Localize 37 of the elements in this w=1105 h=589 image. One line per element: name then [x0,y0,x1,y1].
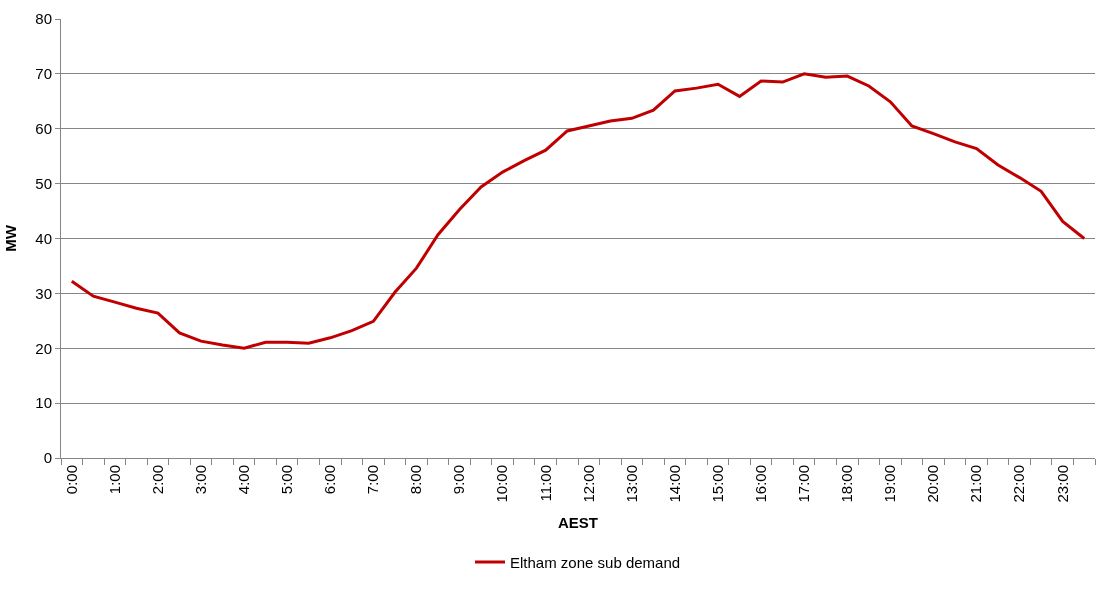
x-tick-label: 17:00 [795,465,813,503]
x-tick-label: 4:00 [234,465,252,495]
x-tick-label: 20:00 [924,465,942,503]
y-tick-label: 30 [35,284,52,302]
y-tick-label: 70 [35,65,52,83]
x-tick-label: 16:00 [751,465,769,503]
x-tick-label: 18:00 [838,465,856,503]
y-axis-title: MW [1,224,19,252]
x-tick-label: 14:00 [665,465,683,503]
x-tick-label: 0:00 [62,465,80,495]
y-tick-label: 80 [35,10,52,28]
x-tick-label: 13:00 [622,465,640,503]
x-tick-label: 6:00 [321,465,339,495]
x-tick-label: 8:00 [407,465,425,495]
x-tick-label: 10:00 [493,465,511,503]
y-tick-label: 20 [35,339,52,357]
x-tick-label: 19:00 [881,465,899,503]
x-tick-label: 22:00 [1010,465,1028,503]
x-tick-label: 11:00 [536,465,554,502]
x-tick-label: 2:00 [148,465,166,495]
y-tick-label: 40 [35,229,52,247]
x-axis-title: AEST [557,513,599,531]
x-tick-label: 7:00 [364,465,382,495]
y-tick-label: 10 [35,394,52,412]
x-tick-label: 3:00 [191,465,209,495]
x-tick-label: 9:00 [450,465,468,495]
y-tick-label: 50 [35,174,52,192]
x-tick-label: 12:00 [579,465,597,503]
x-tick-label: 5:00 [278,465,296,495]
line-series [70,72,1086,350]
x-tick-label: 23:00 [1053,465,1071,503]
x-tick-label: 15:00 [708,465,726,503]
legend-label: Eltham zone sub demand [510,553,681,571]
y-tick-label: 60 [35,120,52,137]
x-tick-label: 1:00 [105,465,123,495]
y-tick-label: 0 [43,449,52,467]
x-tick-label: 21:00 [967,465,985,503]
